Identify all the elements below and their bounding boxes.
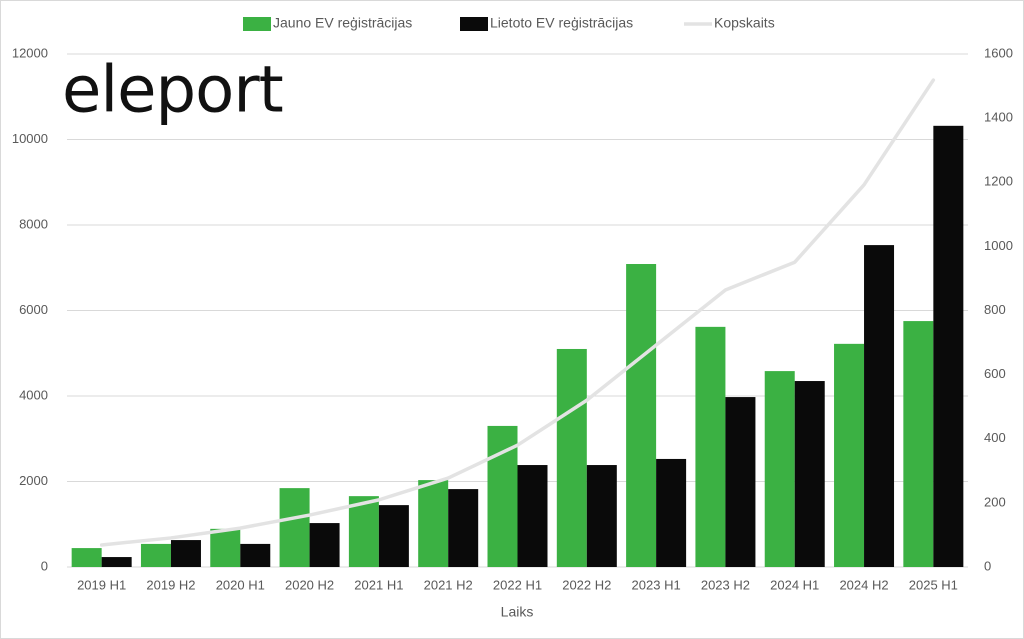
y2-tick-label: 600 [984,366,1006,381]
bar [140,543,171,567]
bar [834,343,865,567]
y2-tick-label: 1600 [984,45,1013,60]
bar [903,321,934,567]
x-tick-label: 2022 H1 [493,577,542,592]
bar [626,264,657,567]
x-tick-label: 2023 H1 [632,577,681,592]
y-tick-label: 12000 [12,45,48,60]
bar [378,505,409,567]
x-tick-label: 2020 H2 [285,577,334,592]
bar [210,528,241,567]
bar [764,371,795,567]
bar [170,540,201,567]
y-tick-label: 0 [41,558,48,573]
bar [309,523,340,567]
x-tick-label: 2024 H2 [839,577,888,592]
y-tick-label: 10000 [12,131,48,146]
x-tick-label: 2022 H2 [562,577,611,592]
bar [794,381,825,567]
legend-label: Kopskaits [714,15,775,31]
legend-swatch [243,17,271,31]
logo: eleport [62,54,283,128]
x-tick-label: 2019 H1 [77,577,126,592]
bar [656,458,687,567]
y2-tick-label: 0 [984,558,991,573]
bar [279,488,310,567]
bar [418,480,449,567]
bar [517,465,548,567]
y2-tick-label: 1400 [984,110,1013,125]
y2-tick-label: 1000 [984,238,1013,253]
x-tick-label: 2021 H1 [354,577,403,592]
bar [933,125,964,567]
bar [101,557,132,567]
bar [71,548,102,567]
y2-tick-label: 400 [984,430,1006,445]
bar [240,543,271,567]
x-axis-title: Laiks [501,604,534,620]
y-tick-label: 8000 [19,216,48,231]
x-tick-label: 2020 H1 [216,577,265,592]
bar [586,465,617,567]
bar [864,245,895,567]
y-tick-label: 4000 [19,387,48,402]
x-tick-label: 2024 H1 [770,577,819,592]
y-tick-label: 6000 [19,302,48,317]
x-tick-label: 2023 H2 [701,577,750,592]
bar [695,326,726,567]
bar [556,348,587,567]
legend-label: Lietoto EV reģistrācijas [490,15,633,31]
x-tick-label: 2025 H1 [909,577,958,592]
y2-tick-label: 800 [984,302,1006,317]
line [99,78,936,547]
legend-swatch [460,17,488,31]
bar [448,489,479,567]
y2-tick-label: 1200 [984,174,1013,189]
y2-tick-label: 200 [984,494,1006,509]
y-tick-label: 2000 [19,473,48,488]
x-tick-label: 2021 H2 [424,577,473,592]
bar [348,496,379,567]
x-tick-label: 2019 H2 [146,577,195,592]
legend-label: Jauno EV reģistrācijas [273,15,412,31]
bar [725,397,756,567]
